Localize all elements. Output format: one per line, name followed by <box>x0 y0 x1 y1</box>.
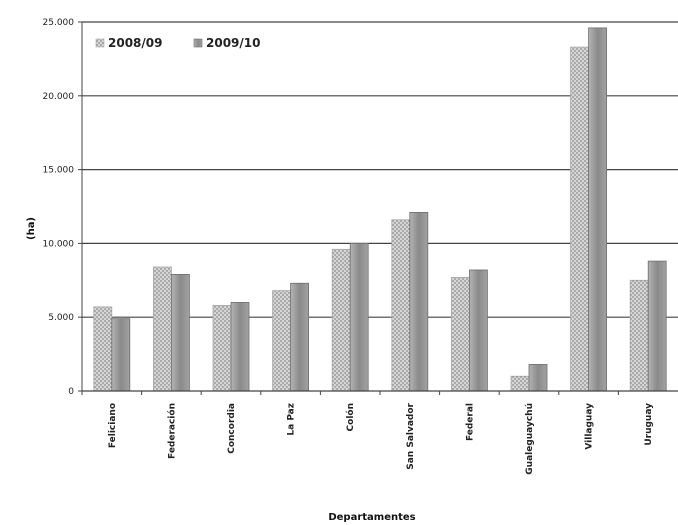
bar-2009/10 <box>111 318 131 392</box>
bars <box>93 27 667 392</box>
bar-2008/09 <box>629 279 649 392</box>
bar-2008/09 <box>212 304 232 392</box>
legend-swatch <box>95 38 105 48</box>
bar-2008/09 <box>570 46 589 392</box>
y-tick-label: 5.000 <box>48 313 74 323</box>
legend-swatch <box>193 38 203 48</box>
legend-label: 2008/09 <box>108 36 162 50</box>
x-axis-title: Departamentes <box>328 512 415 523</box>
bar-2008/09 <box>152 266 172 392</box>
bar-2008/09 <box>391 219 411 392</box>
x-tick-label: Feliciano <box>108 403 118 448</box>
x-tick-label: Federación <box>166 403 177 459</box>
x-tick-label: San Salvador <box>406 402 416 469</box>
x-tick-label: Villaguay <box>585 403 595 450</box>
bar-2009/10 <box>468 269 488 392</box>
bar-2009/10 <box>290 282 310 392</box>
bar-2009/10 <box>588 27 607 392</box>
x-tick-label: Colón <box>345 403 356 431</box>
bar-2008/09 <box>331 248 351 392</box>
bar-2009/10 <box>230 302 250 392</box>
x-tick-label: Federal <box>465 403 475 441</box>
y-tick-label: 15.000 <box>43 166 75 176</box>
bar-2008/09 <box>450 276 470 392</box>
x-tick-label: Gualeguaychú <box>525 403 535 475</box>
bar-2008/09 <box>272 290 292 392</box>
bar-2009/10 <box>647 260 667 392</box>
y-axis-title: (ha) <box>26 217 37 240</box>
bar-2009/10 <box>528 364 548 392</box>
x-axis: Feliciano Federación Concordia La Paz Colón S… <box>81 390 678 475</box>
x-tick-label: Concordia <box>227 403 237 454</box>
legend: 2008/09 2009/10 <box>95 36 260 50</box>
bar-2008/09 <box>93 306 113 392</box>
bar-2009/10 <box>170 273 190 392</box>
y-tick-label: 25.000 <box>43 18 75 28</box>
y-tick-label: 20.000 <box>43 92 75 102</box>
y-axis: 0 5.000 10.000 15.000 20.000 25.000 <box>43 18 83 397</box>
y-tick-label: 10.000 <box>43 239 75 249</box>
bar-2008/09 <box>510 375 530 392</box>
x-tick-label: La Paz <box>287 403 297 436</box>
bar-2009/10 <box>349 242 369 392</box>
y-tick-label: 0 <box>68 387 74 397</box>
x-tick-label: Uruguay <box>644 403 654 446</box>
bar-2009/10 <box>409 212 429 392</box>
legend-label: 2009/10 <box>206 36 260 50</box>
